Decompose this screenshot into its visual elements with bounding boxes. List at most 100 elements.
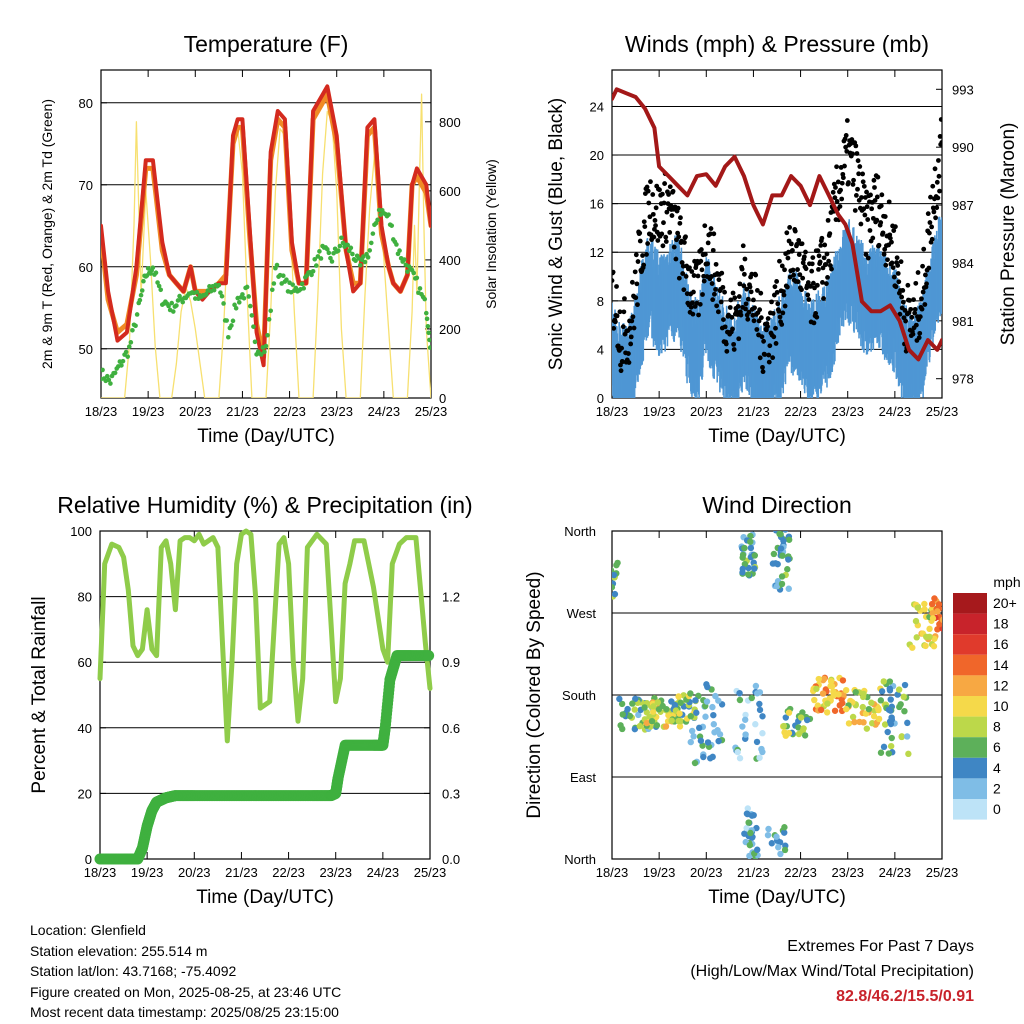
direction-point	[739, 569, 746, 576]
direction-point	[746, 841, 754, 849]
y-tick-label: 20	[78, 786, 92, 801]
dewpoint-point	[112, 370, 118, 376]
direction-point	[751, 552, 759, 559]
gust-point	[868, 192, 873, 198]
y-right-tick-label: 0.9	[442, 655, 460, 670]
x-tick-label: 24/23	[879, 865, 912, 880]
y-axis-label: 2m & 9m T (Red, Orange) & 2m Td (Green)	[39, 99, 55, 369]
gust-point	[650, 211, 656, 217]
gust-point	[743, 306, 748, 312]
direction-point	[612, 590, 619, 598]
y-tick-label: 100	[70, 524, 92, 539]
direction-point	[921, 606, 928, 613]
direction-point	[676, 710, 683, 717]
gust-point	[883, 262, 889, 268]
direction-point	[747, 829, 754, 837]
gust-point	[920, 263, 925, 269]
station-info: Location: Glenfield Station elevation: 2…	[30, 920, 341, 1023]
gust-point	[651, 234, 657, 240]
dewpoint-point	[130, 327, 135, 333]
direction-point	[700, 753, 707, 761]
gust-point	[913, 280, 919, 286]
direction-point	[897, 701, 904, 708]
gust-point	[767, 343, 773, 349]
legend-label: 18	[993, 616, 1009, 632]
direction-point	[813, 685, 820, 693]
x-tick-label: 19/23	[131, 865, 164, 880]
gust-point	[645, 188, 651, 194]
direction-point	[781, 846, 789, 854]
gust-point	[757, 307, 763, 313]
gust-point	[809, 261, 815, 267]
gust-point	[795, 279, 801, 285]
gust-point	[897, 311, 903, 317]
dewpoint-point	[317, 249, 322, 254]
gust-point	[814, 282, 820, 288]
gust-point	[653, 205, 659, 211]
direction-point	[662, 723, 670, 730]
dewpoint-point	[258, 352, 264, 357]
gust-point	[880, 230, 886, 236]
y-tick-label: 24	[590, 99, 604, 114]
gust-point	[799, 287, 804, 293]
gust-point	[799, 241, 805, 247]
direction-point	[935, 601, 942, 608]
gust-point	[779, 263, 785, 269]
gust-point	[747, 284, 753, 290]
y-tick-label: 0	[597, 391, 604, 406]
legend-label: 10	[993, 698, 1009, 714]
x-tick-label: 18/23	[85, 404, 118, 419]
gust-point	[683, 234, 688, 240]
direction-point	[619, 725, 626, 733]
dewpoint-point	[230, 318, 236, 324]
gust-point	[644, 184, 650, 190]
direction-point	[756, 700, 763, 708]
direction-point	[905, 750, 912, 758]
direction-point	[764, 831, 772, 839]
gust-point	[926, 265, 932, 271]
gust-point	[722, 289, 727, 295]
dewpoint-point	[411, 270, 417, 276]
direction-point	[777, 545, 785, 552]
x-tick-label: 18/23	[596, 865, 629, 880]
y-right-tick-label: 0	[439, 391, 446, 406]
dewpoint-point	[313, 263, 319, 268]
gust-point	[737, 281, 743, 287]
gust-point	[724, 348, 730, 354]
direction-point	[929, 615, 937, 622]
dewpoint-point	[268, 308, 274, 314]
dewpoint-point	[262, 349, 267, 355]
gust-point	[753, 272, 759, 278]
chart-title: Winds (mph) & Pressure (mb)	[625, 31, 929, 57]
gust-point	[766, 352, 772, 358]
gust-point	[900, 299, 906, 305]
direction-point	[745, 571, 752, 578]
dewpoint-point	[312, 256, 318, 262]
gust-point	[889, 239, 894, 245]
gust-point	[933, 215, 938, 221]
gust-point	[907, 297, 912, 303]
gust-point	[850, 182, 856, 187]
direction-point	[626, 712, 634, 720]
gust-point	[719, 270, 725, 276]
direction-point	[800, 725, 807, 732]
gust-point	[713, 261, 719, 267]
x-axis-label: Time (Day/UTC)	[197, 426, 335, 447]
gust-point	[626, 360, 632, 365]
x-tick-label: 19/23	[132, 404, 165, 419]
gust-point	[808, 283, 813, 289]
dewpoint-point	[389, 223, 395, 228]
gust-point	[721, 317, 726, 322]
gust-point	[710, 297, 716, 303]
direction-point	[801, 732, 809, 739]
gust-point	[699, 267, 705, 273]
gust-point	[676, 234, 682, 240]
direction-point	[753, 738, 761, 746]
legend-label: 20+	[993, 595, 1017, 611]
gust-point	[614, 284, 619, 289]
gust-point	[917, 314, 923, 320]
gust-point	[803, 266, 809, 272]
direction-point	[709, 753, 716, 761]
direction-point	[868, 699, 875, 706]
wind-direction-panel: 18/23 19/23 20/23 21/23 22/23 23/23 24/23 25/23…	[524, 492, 1021, 908]
